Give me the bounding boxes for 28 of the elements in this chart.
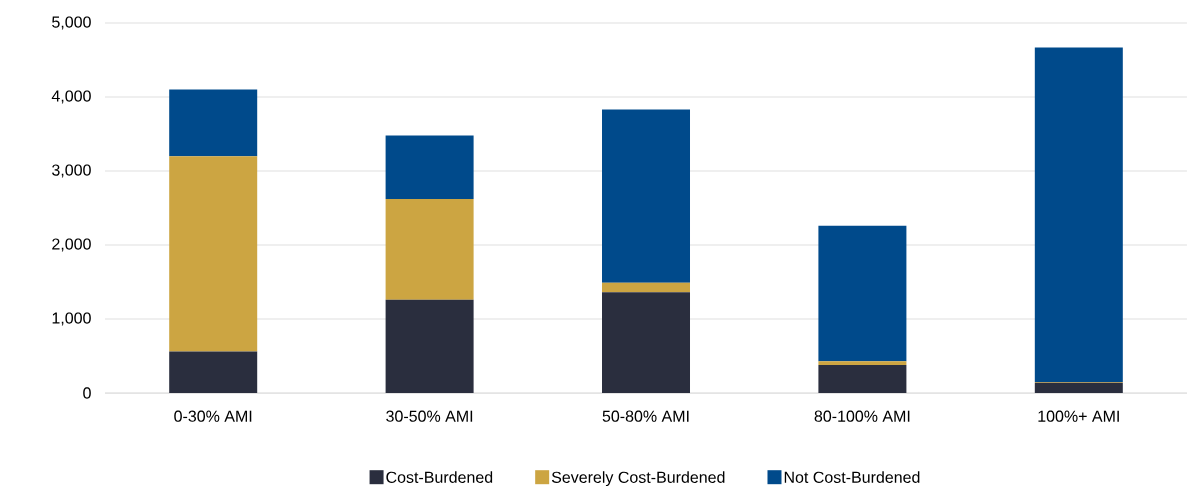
x-tick-label: 30-50% AMI [386,410,473,422]
bar [385,199,474,300]
legend-label: Not Cost-Burdened [784,471,920,483]
bar [1034,47,1123,382]
y-tick-label: 2,000 [52,238,91,252]
bar [1034,382,1123,393]
legend-label: Severely Cost-Burdened [551,471,725,487]
bar [169,156,258,352]
y-tick-label: 1,000 [52,312,91,326]
bar [602,109,690,283]
bar [169,89,258,157]
bar [818,225,907,362]
bar [169,351,258,393]
bar [385,299,474,393]
legend-label: Cost-Burdened [386,471,493,483]
x-tick-label: 80-100% AMI [814,410,910,422]
y-tick-label: 3,000 [52,164,91,178]
y-tick-label: 4,000 [51,90,91,104]
bar [602,292,690,393]
bar [602,282,690,293]
bar [818,361,907,365]
x-tick-label: 50-80% AMI [602,410,689,422]
bar [818,364,907,393]
y-tick-label: 0 [83,387,91,399]
x-tick-label: 100%+ AMI [1038,410,1119,422]
y-tick-label: 5,000 [52,16,91,30]
x-tick-label: 0-30% AMI [174,410,252,422]
bar [385,135,474,200]
